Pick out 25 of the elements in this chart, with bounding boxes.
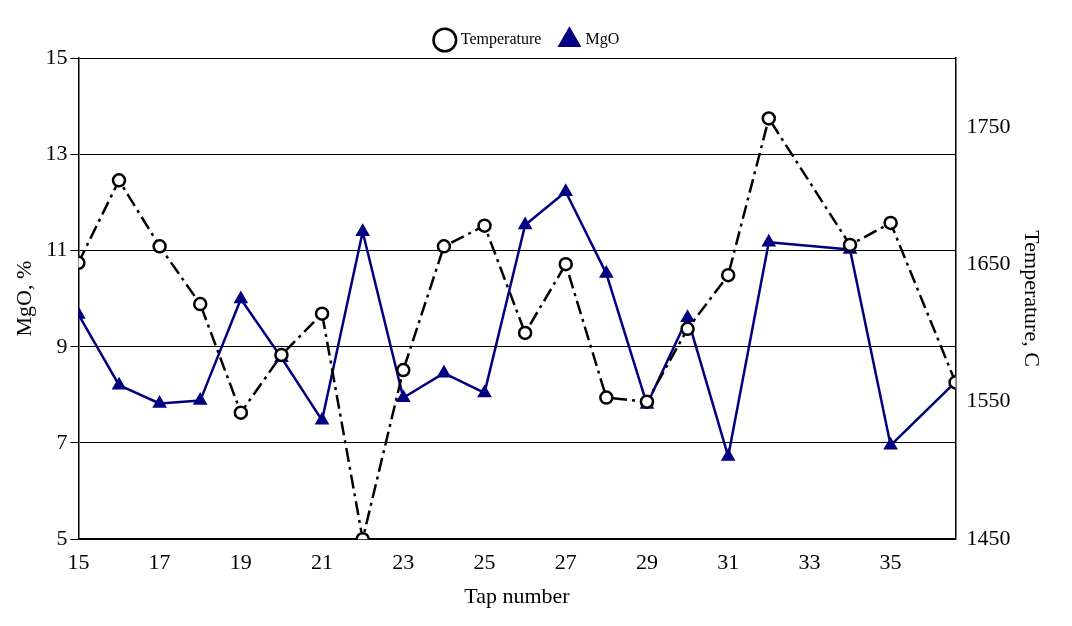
x-tick-label: 29 [635,549,658,575]
y-tick-label: 13 [45,140,68,166]
y2-tick-label: 1650 [966,250,1011,276]
y-tick-label: 11 [46,236,68,262]
x-axis-title: Tap number [464,582,571,608]
x-tick-label: 17 [148,549,171,575]
x-tick-label: 25 [473,549,496,575]
y2-tick-label: 1450 [966,524,1011,550]
y-tick-label: 5 [56,524,68,550]
x-tick-label: 23 [392,549,415,575]
y2-tick-label: 1550 [966,387,1011,413]
x-tick-label: 27 [554,549,577,575]
x-tick-label: 35 [879,549,902,575]
legend-label: MgO [585,30,620,49]
y2-tick-label: 1750 [966,112,1011,138]
y-axis-title: MgO, % [10,260,36,337]
x-tick-label: 31 [717,549,740,575]
y2-axis-title: Temperature, C [1020,230,1046,367]
y-tick-label: 15 [45,43,68,69]
x-tick-label: 19 [229,549,252,575]
x-tick-label: 21 [311,549,334,575]
legend-label: Temperature [460,30,542,49]
y-tick-label: 9 [56,332,68,358]
y-tick-label: 7 [56,428,68,454]
x-tick-label: 33 [798,549,821,575]
